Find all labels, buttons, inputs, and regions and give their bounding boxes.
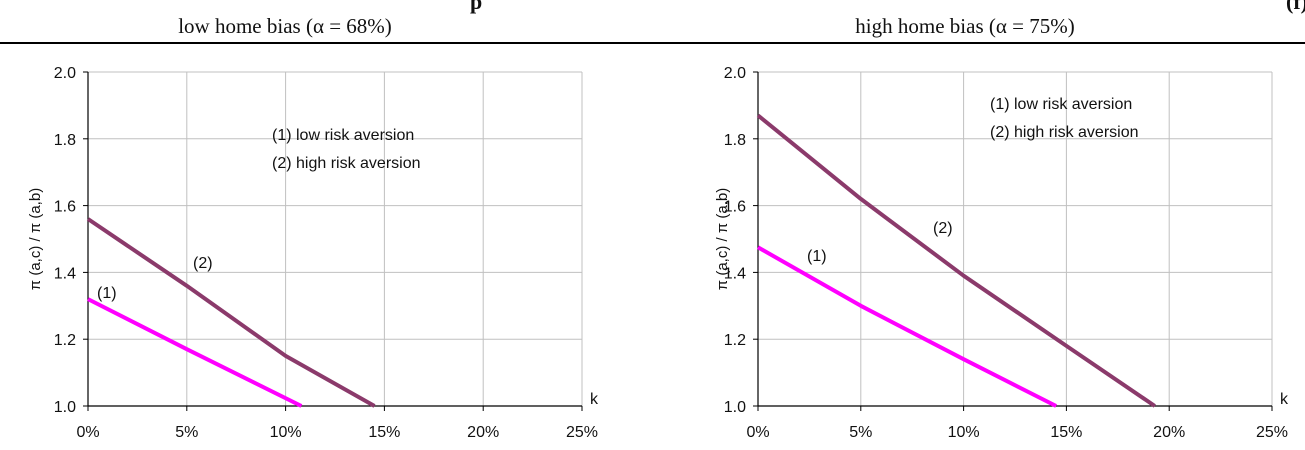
x-tick-label: 0% [746,424,769,441]
y-tick-label: 1.4 [54,265,76,282]
y-tick-label: 2.0 [724,65,746,82]
x-tick-label: 15% [368,424,400,441]
x-tick-label: 5% [849,424,872,441]
x-tick-label: 15% [1050,424,1082,441]
y-tick-label: 1.8 [724,132,746,149]
x-tick-label: 10% [270,424,302,441]
x-tick-label: 20% [467,424,499,441]
chart-right: 1.0 1.2 1.4 1.6 1.8 2.0 0% 5% 10% 15% 20% 25% k π (a,… [714,65,1289,441]
x-axis-label: k [1280,391,1289,408]
series-label-1: (1) [97,285,117,302]
legend-entry: (1) low risk aversion [272,127,414,144]
x-tick-label: 25% [1256,424,1288,441]
series-line-2 [756,113,1156,408]
series-label-2: (2) [193,255,213,272]
x-tick-label: 5% [175,424,198,441]
y-tick-label: 1.4 [724,265,746,282]
y-tick-label: 1.8 [54,132,76,149]
panel-title-left: low home bias (α = 68%) [178,14,392,38]
y-tick-label: 2.0 [54,65,76,82]
y-tick-label: 1.6 [54,199,76,216]
header-rule [0,42,1305,44]
x-tick-label: 0% [76,424,99,441]
x-axis-label: k [590,391,599,408]
y-axis-label: π (a,c) / π (a,b) [714,188,731,290]
y-tick-label: 1.2 [54,332,76,349]
cut-off-heading-right: (f) [1286,0,1305,14]
cut-off-heading-left: p [470,0,483,14]
y-tick-label: 1.0 [724,399,746,416]
series-label-1: (1) [807,248,827,265]
series-label-2: (2) [933,220,953,237]
series-line-2 [86,217,376,408]
legend-entry: (2) high risk aversion [272,155,421,172]
x-tick-label: 10% [948,424,980,441]
y-axis-label: π (a,c) / π (a,b) [27,188,44,290]
series-line-1 [87,297,303,408]
legend-entry: (2) high risk aversion [990,124,1139,141]
x-tick-label: 20% [1153,424,1185,441]
chart-left: 1.0 1.2 1.4 1.6 1.8 2.0 0% 5% 10% 15% 20% 25% k π (a,… [27,65,599,441]
y-tick-label: 1.0 [54,399,76,416]
panel-title-right: high home bias (α = 75%) [855,14,1075,38]
y-tick-label: 1.2 [724,332,746,349]
legend-entry: (1) low risk aversion [990,96,1132,113]
y-tick-label: 1.6 [724,199,746,216]
series-line-1 [757,245,1058,408]
x-tick-label: 25% [566,424,598,441]
